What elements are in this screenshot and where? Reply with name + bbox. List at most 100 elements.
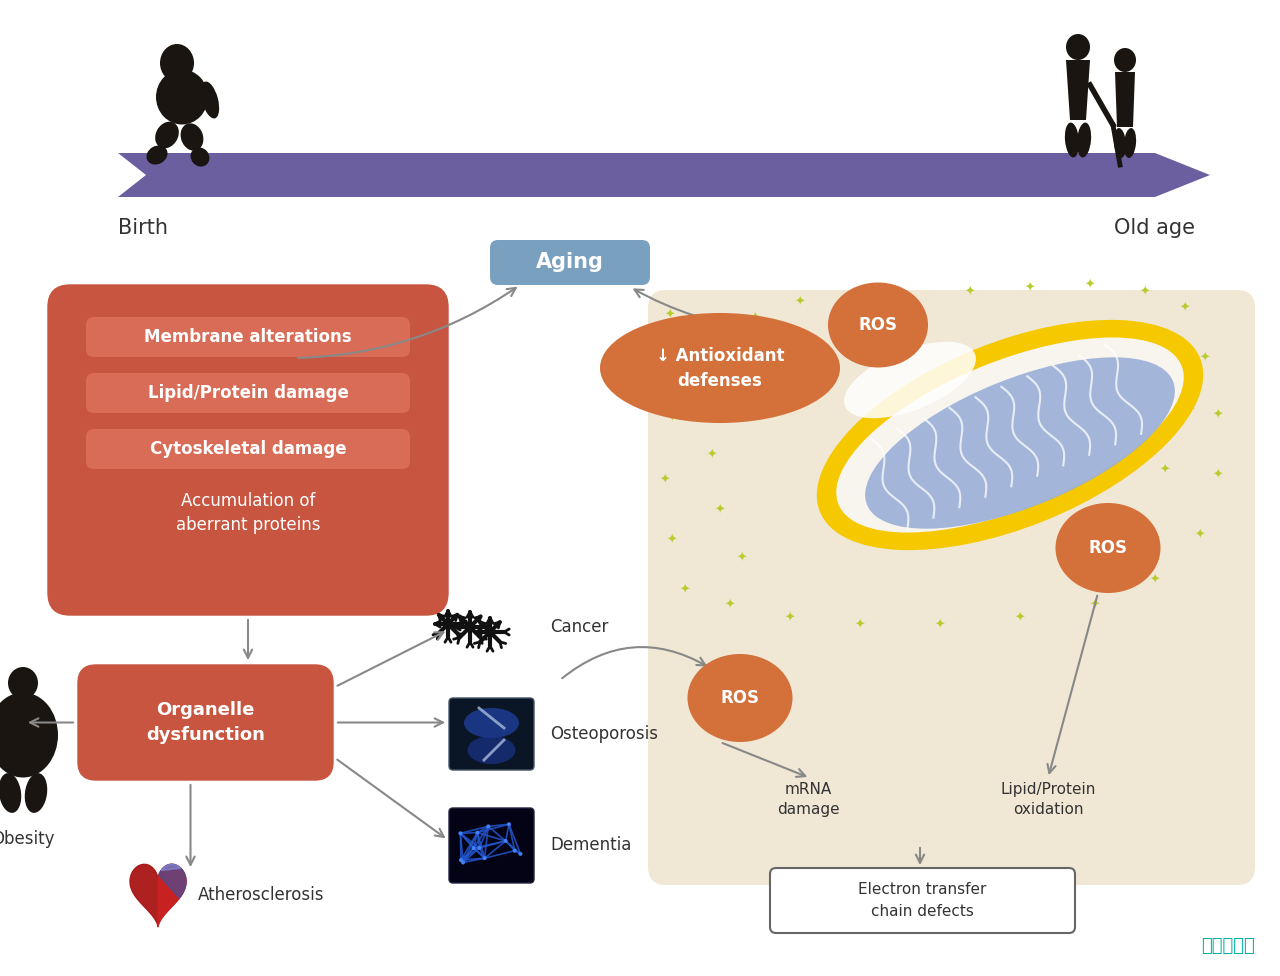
Text: ✦: ✦ <box>664 308 676 321</box>
Ellipse shape <box>865 357 1175 529</box>
Ellipse shape <box>477 846 481 850</box>
Text: Lipid/Protein damage: Lipid/Protein damage <box>147 384 348 402</box>
Text: ROS: ROS <box>1088 539 1128 557</box>
Ellipse shape <box>467 736 516 764</box>
Ellipse shape <box>475 831 480 834</box>
Text: ↓ Antioxidant
defenses: ↓ Antioxidant defenses <box>655 346 785 389</box>
Ellipse shape <box>687 654 792 742</box>
Ellipse shape <box>504 839 508 843</box>
Ellipse shape <box>1076 123 1091 157</box>
Ellipse shape <box>486 825 490 829</box>
Ellipse shape <box>518 852 522 856</box>
Text: ✦: ✦ <box>1180 302 1190 314</box>
FancyBboxPatch shape <box>648 290 1254 885</box>
Text: ✦: ✦ <box>1160 464 1170 476</box>
Ellipse shape <box>8 667 38 699</box>
Ellipse shape <box>844 342 975 419</box>
Ellipse shape <box>483 856 486 860</box>
Text: mRNA
damage: mRNA damage <box>777 782 840 817</box>
Ellipse shape <box>836 338 1184 533</box>
Ellipse shape <box>513 849 517 853</box>
Text: ✦: ✦ <box>1212 409 1224 422</box>
Ellipse shape <box>180 123 204 150</box>
Ellipse shape <box>460 858 463 862</box>
Text: ✦: ✦ <box>1015 612 1025 625</box>
Text: ✦: ✦ <box>724 598 735 612</box>
Text: ✦: ✦ <box>1149 574 1160 587</box>
Ellipse shape <box>600 313 840 423</box>
Text: Accumulation of
aberrant proteins: Accumulation of aberrant proteins <box>175 492 320 535</box>
Text: ✦: ✦ <box>934 619 945 631</box>
Text: ✦: ✦ <box>1084 278 1096 292</box>
Polygon shape <box>118 153 1210 197</box>
FancyBboxPatch shape <box>49 285 448 615</box>
Ellipse shape <box>507 822 511 827</box>
Text: Aging: Aging <box>536 253 604 272</box>
Polygon shape <box>159 865 186 898</box>
Polygon shape <box>157 865 186 926</box>
Polygon shape <box>161 865 180 871</box>
Text: ✦: ✦ <box>845 302 855 314</box>
Text: Cytoskeletal damage: Cytoskeletal damage <box>150 440 347 458</box>
Ellipse shape <box>465 708 518 738</box>
Ellipse shape <box>160 44 195 82</box>
Ellipse shape <box>1124 128 1137 158</box>
Ellipse shape <box>817 320 1203 550</box>
Text: ✦: ✦ <box>855 619 865 631</box>
FancyBboxPatch shape <box>86 429 410 469</box>
Text: ROS: ROS <box>859 316 897 334</box>
Text: ✦: ✦ <box>1199 351 1211 364</box>
Text: Old age: Old age <box>1115 218 1196 238</box>
Text: Birth: Birth <box>118 218 168 238</box>
Ellipse shape <box>1065 123 1079 157</box>
Text: ✦: ✦ <box>690 353 700 367</box>
Ellipse shape <box>1114 48 1137 72</box>
Text: ✦: ✦ <box>785 612 795 625</box>
Text: ✦: ✦ <box>680 584 690 596</box>
Text: Obesity: Obesity <box>0 830 55 848</box>
Ellipse shape <box>201 82 219 118</box>
Text: ✦: ✦ <box>1185 403 1196 417</box>
Ellipse shape <box>24 773 47 813</box>
FancyBboxPatch shape <box>78 665 333 780</box>
Text: ✦: ✦ <box>1089 598 1101 612</box>
Text: Organelle
dysfunction: Organelle dysfunction <box>146 701 265 744</box>
Ellipse shape <box>461 861 465 865</box>
Ellipse shape <box>1056 503 1161 593</box>
Text: ✦: ✦ <box>667 412 677 425</box>
Text: ✦: ✦ <box>724 344 735 356</box>
Text: Membrane alterations: Membrane alterations <box>145 328 352 346</box>
Text: Dementia: Dementia <box>550 836 631 855</box>
Text: Lipid/Protein
oxidation: Lipid/Protein oxidation <box>1000 782 1096 817</box>
Text: ✦: ✦ <box>667 534 677 547</box>
Ellipse shape <box>0 773 22 813</box>
Text: ✦: ✦ <box>713 393 723 406</box>
Text: ✦: ✦ <box>707 449 717 462</box>
FancyBboxPatch shape <box>771 868 1075 933</box>
Text: ✦: ✦ <box>750 311 760 324</box>
Text: ✦: ✦ <box>965 286 975 299</box>
Text: ROS: ROS <box>721 689 759 707</box>
Ellipse shape <box>155 122 179 148</box>
Text: Electron transfer
chain defects: Electron transfer chain defects <box>859 882 987 918</box>
Text: ✦: ✦ <box>1194 528 1206 542</box>
Ellipse shape <box>1066 34 1091 60</box>
Ellipse shape <box>471 846 476 850</box>
Text: ✦: ✦ <box>1139 286 1151 299</box>
Text: ✦: ✦ <box>1025 281 1036 295</box>
Text: ✦: ✦ <box>659 473 671 486</box>
FancyBboxPatch shape <box>490 240 650 285</box>
Text: ✦: ✦ <box>1212 468 1224 481</box>
Ellipse shape <box>458 832 462 835</box>
FancyBboxPatch shape <box>449 808 534 883</box>
FancyBboxPatch shape <box>449 698 534 770</box>
Ellipse shape <box>1114 128 1126 158</box>
Ellipse shape <box>828 282 928 368</box>
Polygon shape <box>1066 60 1091 120</box>
Text: ✦: ✦ <box>714 504 726 516</box>
Text: Osteoporosis: Osteoporosis <box>550 725 658 743</box>
Polygon shape <box>131 865 186 926</box>
Polygon shape <box>1115 72 1135 127</box>
Text: ✦: ✦ <box>737 551 748 564</box>
Text: Cancer: Cancer <box>550 618 608 636</box>
